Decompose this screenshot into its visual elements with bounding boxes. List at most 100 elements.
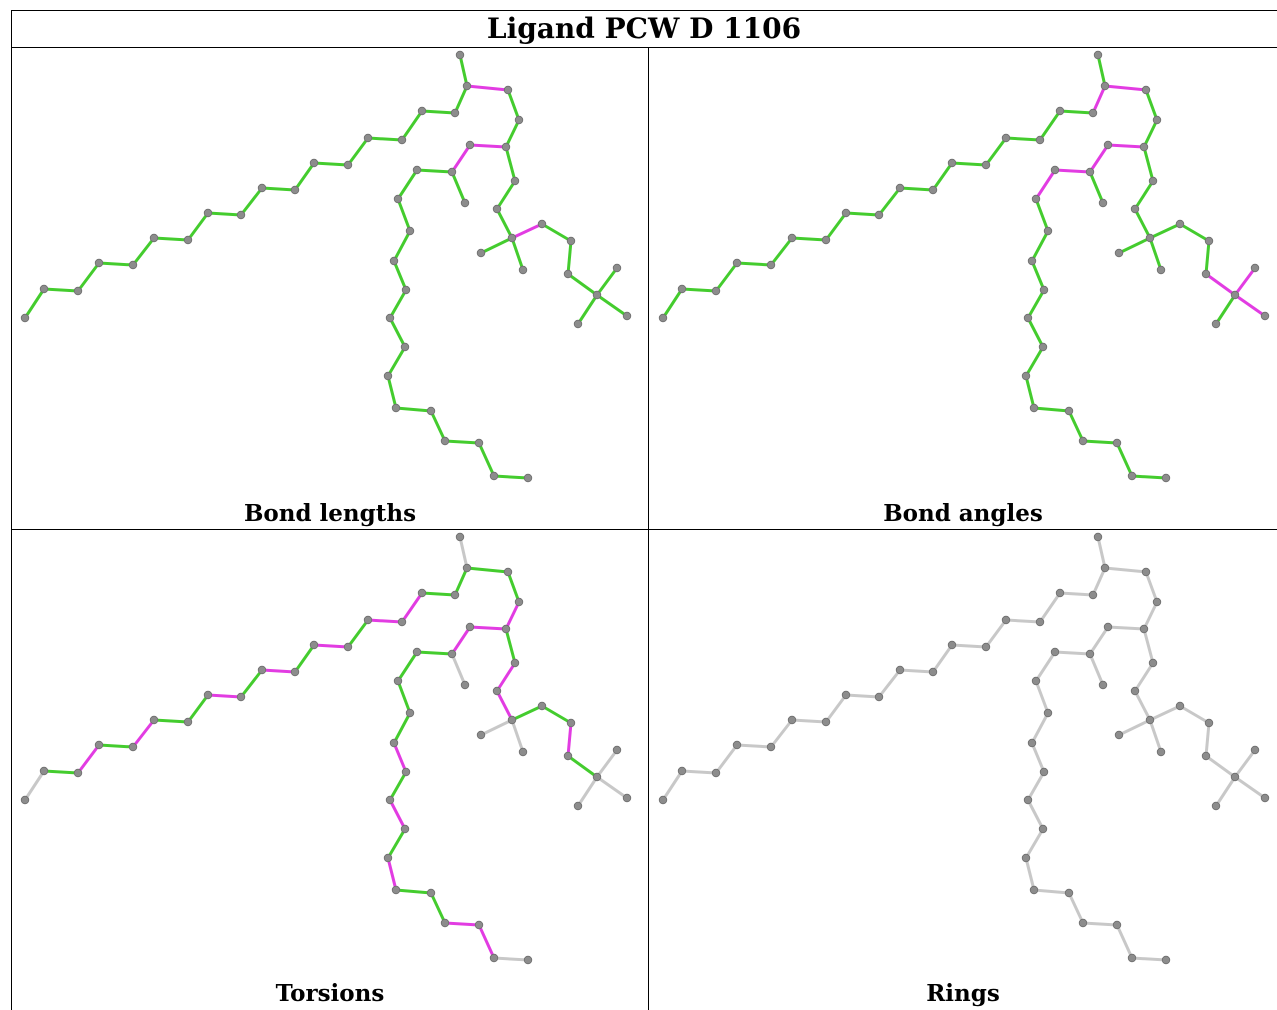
atom xyxy=(874,210,884,220)
bond xyxy=(152,718,190,724)
bond xyxy=(386,856,398,892)
bond xyxy=(1178,222,1211,243)
bond xyxy=(394,888,433,895)
bond xyxy=(479,718,514,737)
atom xyxy=(1156,265,1166,275)
bond xyxy=(1088,143,1110,174)
panel-bond-angles: Bond angles xyxy=(649,48,1277,529)
bond xyxy=(1178,704,1211,725)
atom xyxy=(573,801,583,811)
bond xyxy=(1214,775,1237,808)
atom xyxy=(501,624,511,634)
atom xyxy=(711,768,721,778)
bond xyxy=(824,693,848,724)
atom xyxy=(417,588,427,598)
atom xyxy=(566,718,576,728)
bond xyxy=(420,591,457,597)
atom xyxy=(397,617,407,627)
atom xyxy=(1027,256,1037,266)
atom xyxy=(393,676,403,686)
atom xyxy=(732,740,742,750)
atom xyxy=(1100,563,1110,573)
panel-caption-torsions: Torsions xyxy=(275,980,385,1007)
bond xyxy=(415,168,454,174)
bond xyxy=(186,693,210,724)
bond xyxy=(1034,650,1057,683)
bond xyxy=(1088,625,1110,656)
atom xyxy=(1038,342,1048,352)
bond xyxy=(392,711,412,745)
bond xyxy=(1030,711,1050,745)
atom xyxy=(1035,135,1045,145)
atom xyxy=(1039,285,1049,295)
atom xyxy=(1098,680,1108,690)
atom xyxy=(236,692,246,702)
atom xyxy=(149,233,159,243)
bond xyxy=(1058,591,1095,597)
atom xyxy=(1055,588,1065,598)
atom xyxy=(1141,85,1151,95)
atom xyxy=(787,233,797,243)
molecule-render-torsions xyxy=(20,532,632,965)
bond xyxy=(680,287,718,293)
bond xyxy=(769,718,794,749)
bond xyxy=(661,769,684,802)
bond xyxy=(1038,591,1062,624)
atom xyxy=(492,686,502,696)
bond xyxy=(595,266,619,297)
atom xyxy=(1088,108,1098,118)
bond xyxy=(1133,179,1155,211)
atom xyxy=(622,311,632,321)
atom xyxy=(981,642,991,652)
bond xyxy=(1204,239,1211,276)
atom xyxy=(474,920,484,930)
bond xyxy=(1214,293,1237,326)
atom xyxy=(1260,311,1270,321)
atom xyxy=(385,795,395,805)
bond xyxy=(97,743,135,749)
bond xyxy=(76,743,101,775)
bond xyxy=(1058,109,1095,115)
atom xyxy=(1204,236,1214,246)
bond xyxy=(877,186,902,217)
atom xyxy=(895,183,905,193)
atom xyxy=(1250,263,1260,273)
bond xyxy=(206,211,243,217)
bond xyxy=(1106,625,1146,631)
bond xyxy=(400,109,424,142)
atom xyxy=(566,236,576,246)
atom xyxy=(1043,708,1053,718)
bond xyxy=(492,956,530,962)
atom xyxy=(612,745,622,755)
bond xyxy=(1144,88,1159,122)
bond xyxy=(1233,775,1267,800)
bond xyxy=(1067,891,1085,925)
atom xyxy=(383,371,393,381)
bond xyxy=(1030,259,1046,292)
bond xyxy=(450,170,467,205)
panel-caption-rings: Rings xyxy=(926,980,1000,1007)
molecule-render-bond-lengths xyxy=(20,50,632,483)
atom xyxy=(39,766,49,776)
atom xyxy=(405,226,415,236)
bond xyxy=(1142,627,1155,665)
bond xyxy=(931,643,954,674)
atom xyxy=(492,204,502,214)
panel-caption-bond-angles: Bond angles xyxy=(883,500,1043,527)
bond xyxy=(1233,748,1257,779)
atom xyxy=(1250,745,1260,755)
bond xyxy=(1030,229,1050,263)
bond xyxy=(1103,84,1148,92)
atom xyxy=(20,795,30,805)
bond xyxy=(1038,109,1062,142)
bond xyxy=(1204,721,1211,758)
atom xyxy=(426,888,436,898)
bond xyxy=(1053,168,1092,174)
atom xyxy=(1078,918,1088,928)
bond xyxy=(495,179,517,211)
atom xyxy=(1100,81,1110,91)
atom xyxy=(1031,676,1041,686)
atom xyxy=(711,286,721,296)
atom xyxy=(1127,471,1137,481)
bond xyxy=(23,769,46,802)
